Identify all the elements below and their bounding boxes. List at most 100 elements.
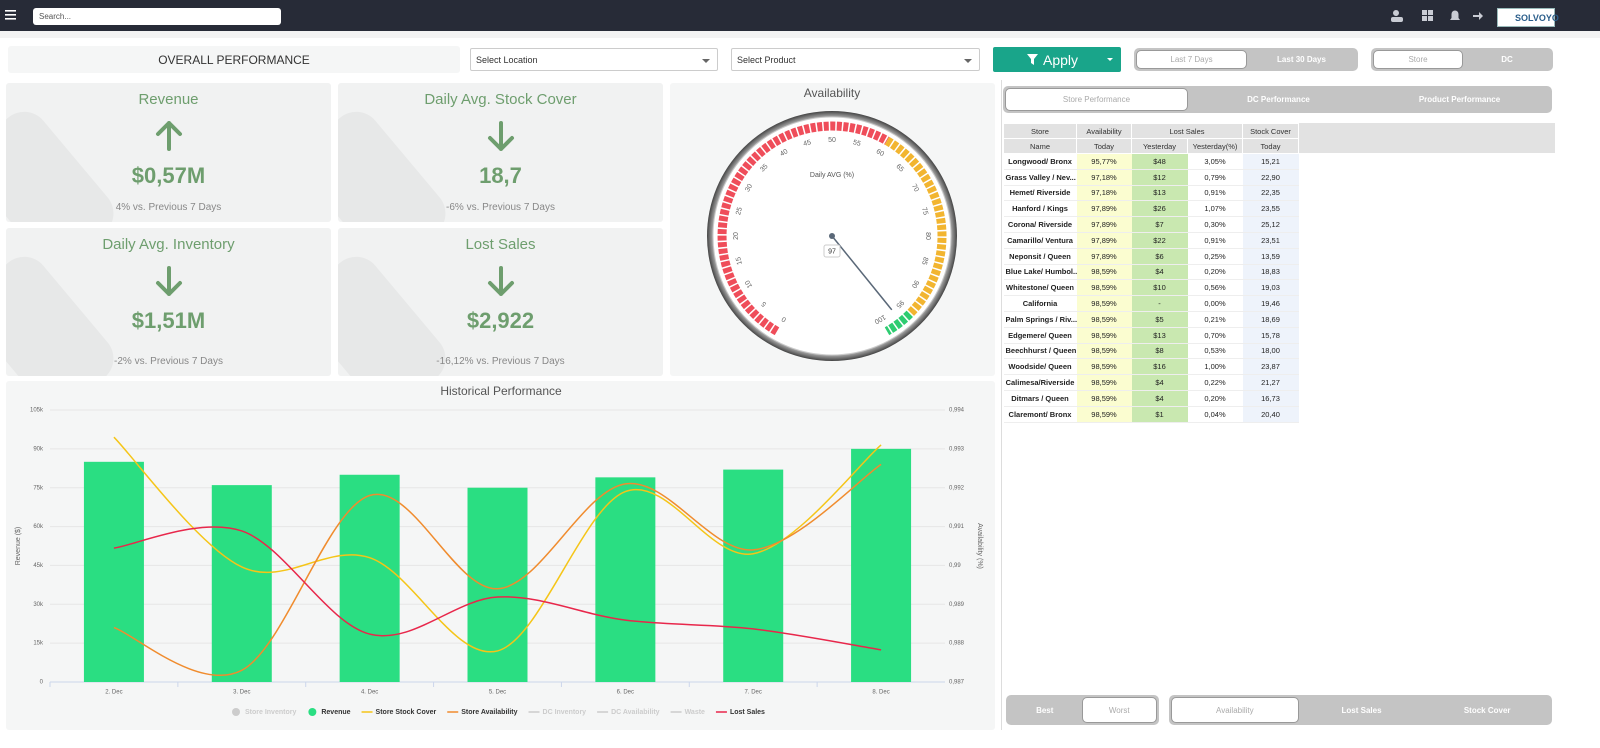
table-cell: 20,40 bbox=[1242, 406, 1299, 423]
section-title: OVERALL PERFORMANCE bbox=[8, 46, 460, 73]
table-cell: Whitestone/ Queen bbox=[1003, 279, 1077, 297]
location-select[interactable]: Select Location bbox=[470, 48, 718, 71]
toggle-option[interactable]: Lost Sales bbox=[1341, 705, 1382, 715]
toggle-option[interactable]: Stock Cover bbox=[1463, 705, 1511, 715]
table-cell: 22,90 bbox=[1242, 169, 1299, 186]
header-row: Name Today Yesterday Yesterday(%) Today bbox=[1003, 138, 1299, 154]
table-row[interactable]: Beechhurst / Queen 98,59% $8 0,53% 18,00 bbox=[1003, 343, 1299, 360]
table-cell: 98,59% bbox=[1076, 406, 1132, 423]
product-select[interactable]: Select Product bbox=[731, 48, 980, 71]
table-cell: 0,79% bbox=[1187, 169, 1243, 186]
table-cell: 0,20% bbox=[1187, 264, 1243, 281]
table-cell: $16 bbox=[1131, 358, 1188, 376]
table-cell: Claremont/ Bronx bbox=[1003, 406, 1077, 423]
top-bar: Search... SOLVOYO bbox=[0, 0, 1600, 31]
table-row[interactable]: Palm Springs / Riv... 98,59% $5 0,21% 18,69 bbox=[1003, 311, 1299, 328]
kpi-value: $2,922 bbox=[466, 308, 535, 333]
period-toggle: Last 7 Days Last 30 Days bbox=[1134, 48, 1358, 71]
header-group: Store bbox=[1003, 123, 1077, 139]
table-cell: Hanford / Kings bbox=[1003, 200, 1077, 218]
toggle-option[interactable]: Product Performance bbox=[1418, 95, 1501, 104]
search-input[interactable]: Search... bbox=[33, 8, 281, 25]
table-cell: 19,46 bbox=[1242, 295, 1299, 312]
table-cell: 97,18% bbox=[1076, 169, 1132, 186]
kpi-card: Daily Avg. Inventory $1,51M -2% vs. Previo… bbox=[6, 228, 331, 376]
table-cell: $13 bbox=[1131, 185, 1188, 202]
table-cell: 0,91% bbox=[1187, 185, 1243, 202]
table-row[interactable]: Calimesa/Riverside 98,59% $4 0,22% 21,27 bbox=[1003, 374, 1299, 391]
table-cell: 0,22% bbox=[1187, 374, 1243, 391]
table-cell: 0,20% bbox=[1187, 390, 1243, 407]
table-cell: 98,59% bbox=[1076, 374, 1132, 391]
toggle-option[interactable]: Store Performance bbox=[1005, 88, 1188, 111]
chart-panel bbox=[6, 381, 995, 730]
apply-label: Apply bbox=[1043, 52, 1079, 68]
table-cell: 97,89% bbox=[1076, 232, 1132, 249]
table-cell: 25,12 bbox=[1242, 216, 1299, 233]
table-cell: 98,59% bbox=[1076, 311, 1132, 328]
trend-arrow bbox=[488, 266, 514, 296]
arrow-shape bbox=[488, 266, 514, 296]
rank-toggle: Best Worst bbox=[1006, 695, 1159, 725]
table-row[interactable]: Longwood/ Bronx 95,77% $48 3,05% 15,21 bbox=[1003, 153, 1299, 170]
table-row[interactable]: Claremont/ Bronx 98,59% $1 0,04% 20,40 bbox=[1003, 406, 1299, 423]
kpi-comparison: -6% vs. Previous 7 Days bbox=[446, 202, 555, 213]
header-row: Store Availability Lost Sales Stock Cover bbox=[1003, 123, 1299, 139]
logo: SOLVOYO bbox=[1497, 8, 1559, 27]
table-cell: 0,00% bbox=[1187, 295, 1243, 312]
table-cell: 1,00% bbox=[1187, 358, 1243, 376]
table-cell: 97,89% bbox=[1076, 200, 1132, 218]
toggle-option[interactable]: Best bbox=[1036, 705, 1054, 715]
table-row[interactable]: Hemet/ Riverside 97,18% $13 0,91% 22,35 bbox=[1003, 185, 1299, 202]
table-cell: - bbox=[1131, 295, 1188, 312]
table-row[interactable]: Hanford / Kings 97,89% $26 1,07% 23,55 bbox=[1003, 200, 1299, 218]
table-cell: Edgemere/ Queen bbox=[1003, 327, 1077, 344]
table-row[interactable]: Blue Lake/ Humbol... 98,59% $4 0,20% 18,83 bbox=[1003, 264, 1299, 281]
toggle-option[interactable]: DC Performance bbox=[1247, 95, 1310, 104]
table-cell: $5 bbox=[1131, 311, 1188, 328]
menu-icon[interactable] bbox=[5, 9, 17, 21]
table-row[interactable]: Grass Valley / Nev... 97,18% $12 0,79% 22,90 bbox=[1003, 169, 1299, 186]
table-cell: 98,59% bbox=[1076, 327, 1132, 344]
table-cell: 13,59 bbox=[1242, 248, 1299, 265]
toggle-option[interactable]: Last 30 Days bbox=[1277, 55, 1326, 64]
trend-arrow bbox=[156, 121, 182, 151]
arrow-shape bbox=[488, 121, 514, 151]
table-cell: $1 bbox=[1131, 406, 1188, 423]
column-header: Name bbox=[1003, 138, 1077, 154]
toggle-option[interactable]: Store bbox=[1373, 50, 1463, 69]
table-cell: 3,05% bbox=[1187, 153, 1243, 170]
table-cell: 98,59% bbox=[1076, 264, 1132, 281]
table-cell: $6 bbox=[1131, 248, 1188, 265]
table-row[interactable]: Neponsit / Queen 97,89% $6 0,25% 13,59 bbox=[1003, 248, 1299, 265]
table-cell: 18,83 bbox=[1242, 264, 1299, 281]
table-row[interactable]: Whitestone/ Queen 98,59% $10 0,56% 19,03 bbox=[1003, 279, 1299, 297]
table-cell: 19,03 bbox=[1242, 279, 1299, 297]
table-row[interactable]: Woodside/ Queen 98,59% $16 1,00% 23,87 bbox=[1003, 358, 1299, 376]
performance-tabs: Store Performance DC Performance Product P… bbox=[1003, 86, 1552, 113]
table-row[interactable]: Ditmars / Queen 98,59% $4 0,20% 16,73 bbox=[1003, 390, 1299, 407]
kpi-title: Daily Avg. Inventory bbox=[102, 236, 235, 253]
table-cell: 0,91% bbox=[1187, 232, 1243, 249]
toggle-option[interactable]: Availability bbox=[1171, 697, 1299, 723]
table-cell: Hemet/ Riverside bbox=[1003, 185, 1077, 202]
table-row[interactable]: Edgemere/ Queen 98,59% $13 0,70% 15,78 bbox=[1003, 327, 1299, 344]
header-icons bbox=[1391, 10, 1483, 22]
toggle-option[interactable]: Last 7 Days bbox=[1136, 50, 1247, 69]
table-cell: 1,07% bbox=[1187, 200, 1243, 218]
table-cell: $48 bbox=[1131, 153, 1188, 170]
kpi-card: Daily Avg. Stock Cover 18,7 -6% vs. Previo… bbox=[338, 83, 663, 222]
table-row[interactable]: Corona/ Riverside 97,89% $7 0,30% 25,12 bbox=[1003, 216, 1299, 233]
table-cell: 21,27 bbox=[1242, 374, 1299, 391]
toggle-option[interactable]: Worst bbox=[1081, 697, 1157, 723]
header-group: Availability bbox=[1076, 123, 1132, 139]
table-cell: 98,59% bbox=[1076, 343, 1132, 360]
apply-button[interactable]: Apply bbox=[993, 47, 1121, 72]
filter-icon bbox=[1027, 54, 1038, 65]
toggle-option[interactable]: DC bbox=[1501, 55, 1513, 64]
table-row[interactable]: Camarillo/ Ventura 97,89% $22 0,91% 23,51 bbox=[1003, 232, 1299, 249]
table-cell: 23,87 bbox=[1242, 358, 1299, 376]
table-row[interactable]: California 98,59% -0,00% 19,46 bbox=[1003, 295, 1299, 312]
table-cell: 97,89% bbox=[1076, 248, 1132, 265]
